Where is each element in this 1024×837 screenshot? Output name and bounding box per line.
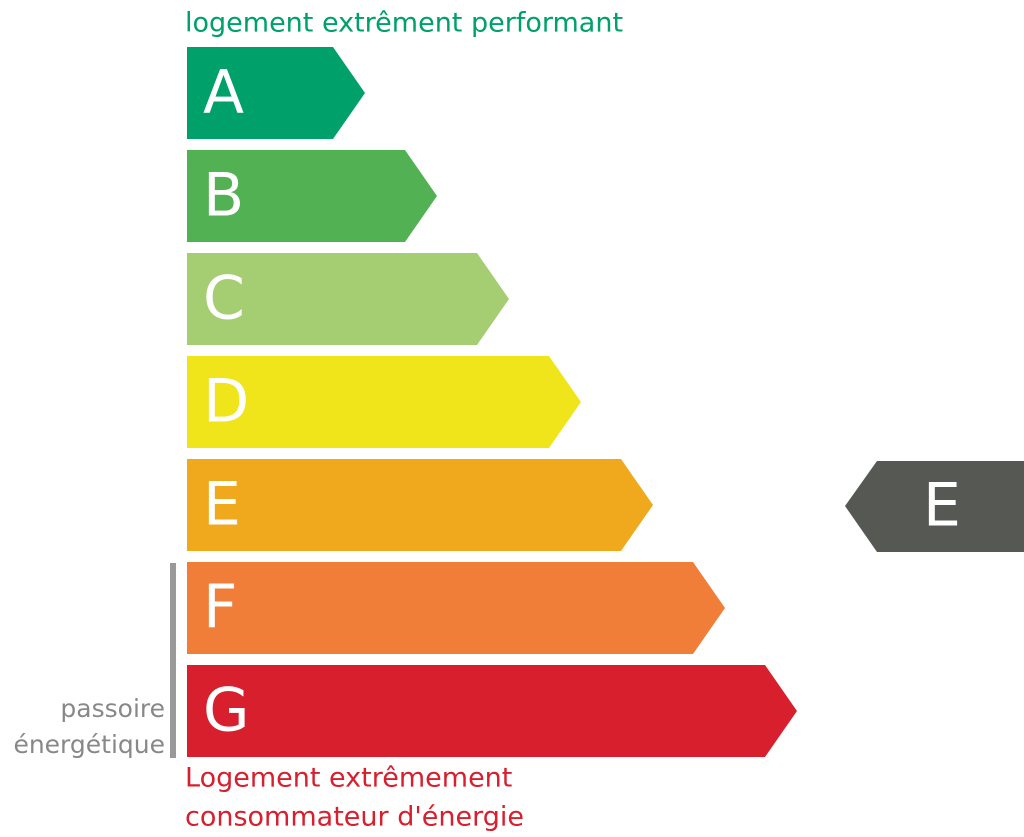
class-bar	[187, 150, 437, 242]
class-bar	[187, 459, 653, 551]
class-letter: D	[203, 367, 249, 437]
indicator-arrow	[845, 461, 1024, 552]
top-label: logement extrêment performant	[185, 8, 623, 39]
class-bar	[187, 562, 725, 654]
class-letter: G	[203, 676, 250, 746]
class-bar	[187, 665, 797, 757]
class-letter: B	[203, 161, 244, 231]
class-letter: E	[203, 470, 241, 540]
class-letter: C	[203, 264, 245, 334]
class-letter: A	[203, 58, 244, 128]
class-bar	[187, 47, 365, 139]
side-label: énergétique	[13, 730, 165, 759]
side-bracket	[170, 563, 176, 758]
class-bar	[187, 356, 581, 448]
bottom-label: Logement extrêmement	[185, 763, 512, 794]
class-bar	[187, 253, 509, 345]
side-label: passoire	[60, 694, 165, 723]
class-letter: F	[203, 573, 238, 643]
bottom-label: consommateur d'énergie	[185, 802, 524, 833]
indicator-letter: E	[923, 471, 961, 541]
